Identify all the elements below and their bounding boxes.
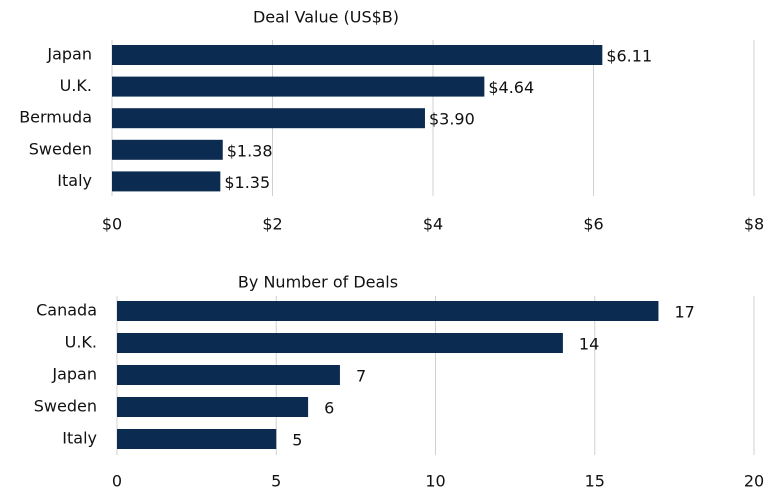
x-tick-label: 5 xyxy=(271,472,281,491)
data-label: 6 xyxy=(324,399,334,418)
bar xyxy=(112,45,603,65)
x-tick-label: 15 xyxy=(585,472,605,491)
bar xyxy=(112,108,425,129)
bar xyxy=(112,76,485,97)
y-tick-label: Canada xyxy=(36,301,97,320)
bar xyxy=(117,301,659,321)
x-tick-label: 10 xyxy=(425,472,445,491)
bar xyxy=(117,397,309,417)
data-label: 5 xyxy=(292,431,302,450)
x-tick-label: $2 xyxy=(262,215,282,234)
y-tick-label: Sweden xyxy=(29,139,92,158)
x-tick-label: $6 xyxy=(583,215,603,234)
data-label: 14 xyxy=(579,335,599,354)
bar xyxy=(117,429,277,449)
data-label: $4.64 xyxy=(488,78,534,97)
x-tick-label: $4 xyxy=(423,215,443,234)
y-tick-label: Bermuda xyxy=(19,108,92,127)
data-label: 17 xyxy=(674,303,694,322)
y-tick-label: Italy xyxy=(62,429,97,448)
chart-title: Deal Value (US$B) xyxy=(253,8,399,27)
y-tick-label: Italy xyxy=(57,171,92,190)
bar xyxy=(117,365,340,385)
y-tick-label: U.K. xyxy=(65,333,97,352)
y-tick-label: U.K. xyxy=(60,76,92,95)
y-tick-label: Sweden xyxy=(34,397,97,416)
data-label: $1.38 xyxy=(227,141,273,160)
data-label: $6.11 xyxy=(606,47,652,66)
bar xyxy=(112,139,223,160)
bar xyxy=(117,333,563,353)
data-label: 7 xyxy=(356,367,366,386)
chart-title: By Number of Deals xyxy=(238,273,398,292)
data-label: $1.35 xyxy=(224,173,270,192)
data-label: $3.90 xyxy=(429,110,475,129)
x-tick-label: $8 xyxy=(744,215,764,234)
y-tick-label: Japan xyxy=(51,365,97,384)
bar xyxy=(112,171,221,192)
x-tick-label: $0 xyxy=(102,215,122,234)
y-tick-label: Japan xyxy=(46,45,92,64)
x-tick-label: 0 xyxy=(112,472,122,491)
x-tick-label: 20 xyxy=(744,472,764,491)
